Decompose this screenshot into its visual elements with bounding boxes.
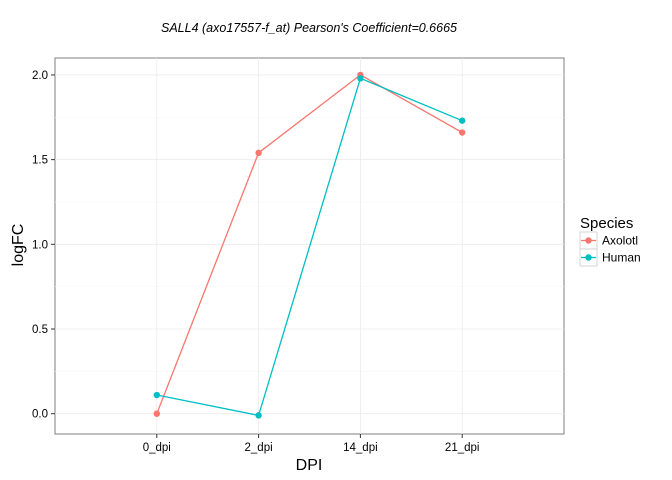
data-point-axolotl <box>459 129 466 136</box>
data-point-human <box>357 75 364 82</box>
data-point-axolotl <box>255 149 262 157</box>
x-tick-label: 14_dpi <box>343 442 378 454</box>
x-tick-label: 2_dpi <box>245 442 273 454</box>
series-line-human <box>156 77 463 417</box>
y-tick-label: 0.0 <box>32 409 48 421</box>
legend-title: Species <box>580 215 633 232</box>
x-tick-label: 0_dpi <box>143 442 171 454</box>
data-point-human <box>255 412 262 419</box>
y-axis-label: logFC <box>10 224 27 267</box>
data-point-axolotl <box>153 410 160 417</box>
legend-key-point-axolotl <box>585 237 592 244</box>
x-tick-label: 21_dpi <box>445 442 480 454</box>
series-line-axolotl <box>156 74 463 414</box>
data-point-human <box>459 117 466 124</box>
y-tick-label: 0.5 <box>32 324 48 336</box>
legend-key-point-human <box>585 254 592 261</box>
legend-label-axolotl: Axolotl <box>602 234 638 248</box>
legend-label-human: Human <box>602 251 641 265</box>
chart-title: SALL4 (axo17557-f_at) Pearson's Coeffici… <box>161 21 457 35</box>
series-layer <box>153 71 466 419</box>
x-axis-label: DPI <box>296 457 323 474</box>
data-point-human <box>153 391 160 399</box>
y-tick-label: 1.5 <box>32 155 48 167</box>
y-tick-label: 1.0 <box>32 239 48 251</box>
legend: Species Axolotl Human <box>579 215 641 267</box>
axes: 0.0 0.5 1.0 1.5 2.0 0_dpi 2_dpi 14_dpi 21_dpi <box>32 70 479 454</box>
y-tick-label: 2.0 <box>32 70 48 82</box>
